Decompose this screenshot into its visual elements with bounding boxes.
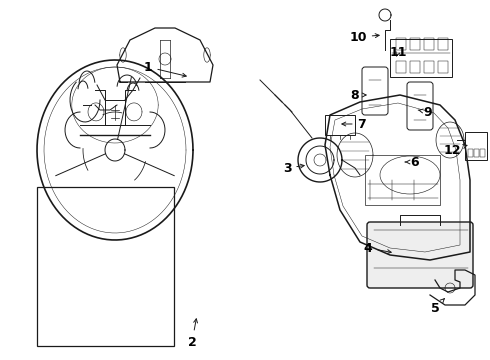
- Text: 2: 2: [188, 319, 197, 348]
- Bar: [396, 61, 406, 73]
- Bar: [438, 38, 448, 50]
- Bar: [424, 38, 434, 50]
- Bar: [438, 61, 448, 73]
- Text: 9: 9: [418, 105, 432, 118]
- Bar: [410, 38, 420, 50]
- Text: 11: 11: [389, 45, 407, 59]
- Bar: [474, 149, 479, 157]
- Text: 12: 12: [443, 144, 467, 157]
- Bar: [410, 61, 420, 73]
- Text: 6: 6: [405, 156, 419, 168]
- Bar: [365, 155, 440, 205]
- Bar: [480, 149, 485, 157]
- Bar: [325, 115, 355, 135]
- Text: 5: 5: [431, 299, 444, 315]
- Text: 1: 1: [144, 60, 186, 77]
- Bar: [37, 187, 174, 346]
- Bar: [465, 132, 487, 160]
- Text: 3: 3: [283, 162, 304, 175]
- Bar: [468, 149, 473, 157]
- Text: 7: 7: [342, 117, 367, 131]
- Bar: [396, 38, 406, 50]
- FancyBboxPatch shape: [367, 222, 473, 288]
- Text: 10: 10: [349, 31, 379, 44]
- Text: 8: 8: [351, 89, 366, 102]
- Bar: [424, 61, 434, 73]
- Text: 4: 4: [364, 242, 391, 255]
- Bar: [390, 39, 452, 77]
